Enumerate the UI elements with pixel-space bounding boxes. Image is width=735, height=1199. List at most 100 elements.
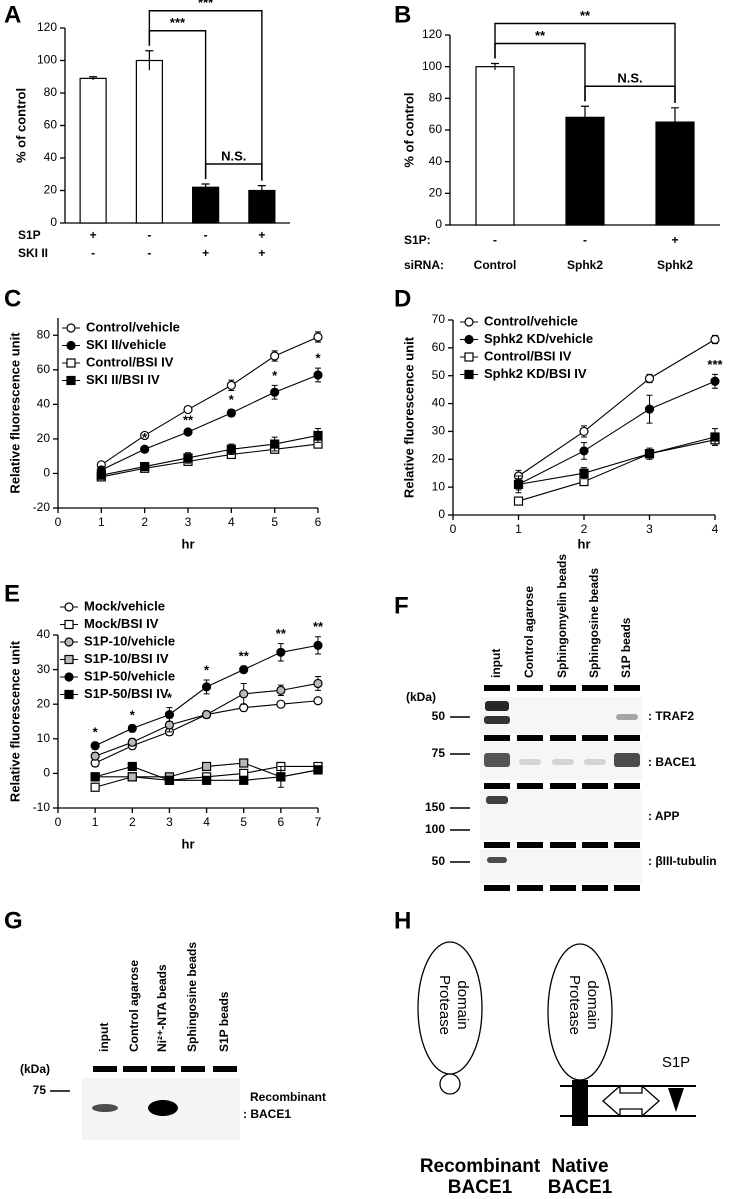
y-tick-label: 20	[37, 696, 51, 710]
data-point	[183, 427, 193, 437]
unit-label: (kDa)	[406, 690, 436, 704]
protein-name: BACE1	[548, 1177, 613, 1198]
x-tick-label: 0	[55, 815, 62, 829]
lane-divider	[517, 783, 543, 789]
data-point	[239, 758, 249, 768]
data-point	[276, 699, 286, 709]
panel-label: F	[394, 592, 409, 619]
lane-label: input	[489, 649, 503, 678]
y-axis-label: Relative fluorescence unit	[401, 336, 416, 498]
data-point	[201, 709, 212, 720]
y-tick-label: 100	[37, 53, 57, 67]
data-point	[127, 761, 137, 772]
lane-divider	[213, 1066, 237, 1072]
x-tick-label: 4	[228, 515, 235, 529]
condition-value: +	[90, 228, 97, 242]
transmembrane-domain	[572, 1080, 588, 1126]
blot-band	[584, 759, 606, 765]
data-point	[239, 703, 249, 713]
legend-label: Control/vehicle	[86, 319, 180, 334]
row-label: Recombinant	[250, 1090, 326, 1104]
data-point	[140, 461, 150, 472]
lane-divider	[550, 885, 576, 891]
error-bar	[581, 105, 589, 129]
condition-value: +	[671, 233, 678, 247]
blot-area	[480, 849, 642, 883]
condition-label: siRNA:	[404, 258, 444, 272]
unit-label: (kDa)	[20, 1062, 50, 1076]
series-line	[518, 339, 716, 477]
y-tick-label: -10	[33, 800, 51, 814]
x-axis-label: hr	[182, 536, 195, 551]
y-tick-label: 40	[44, 150, 58, 164]
lane-divider	[550, 783, 576, 789]
data-point	[164, 709, 175, 720]
y-tick-label: 60	[37, 362, 51, 376]
legend-label: Control/BSI IV	[86, 354, 174, 369]
lane-label: Sphingomyelin beads	[555, 554, 569, 678]
data-point	[90, 741, 100, 751]
lane-divider	[614, 842, 640, 848]
lane-divider	[517, 685, 543, 691]
significance-label: *	[130, 707, 136, 722]
x-tick-label: 6	[315, 515, 322, 529]
condition-label: SKI II	[18, 246, 48, 260]
domain-label: domain	[454, 980, 471, 1029]
x-tick-label: 1	[98, 515, 105, 529]
x-tick-label: 4	[712, 522, 719, 536]
x-tick-label: 1	[515, 522, 522, 536]
data-point	[313, 765, 323, 775]
lane-divider	[181, 1066, 205, 1072]
y-tick-label: 30	[37, 662, 51, 676]
data-point	[276, 772, 286, 782]
legend-label: S1P-50/vehicle	[84, 668, 175, 683]
lane-divider	[484, 735, 510, 741]
condition-value: +	[202, 246, 209, 260]
size-marker-label: 100	[425, 822, 445, 836]
x-tick-label: 0	[450, 522, 457, 536]
x-tick-label: 3	[646, 522, 653, 536]
row-label: : BACE1	[648, 755, 696, 769]
significance-label: **	[239, 649, 250, 664]
legend-label: SKI II/vehicle	[86, 337, 166, 352]
lane-divider	[550, 735, 576, 741]
legend-label: S1P-10/BSI IV	[84, 651, 169, 666]
y-tick-label: 20	[429, 186, 443, 200]
data-point	[127, 737, 137, 747]
legend-marker	[64, 619, 74, 630]
lane-label: Sphingosine beads	[587, 568, 601, 678]
data-point	[226, 408, 236, 418]
lane-divider	[123, 1066, 147, 1072]
data-point	[201, 761, 212, 772]
significance-bracket	[584, 85, 676, 103]
size-marker-label: 150	[425, 800, 445, 814]
data-point	[226, 380, 236, 390]
legend-marker	[464, 317, 474, 327]
y-axis-label: % of control	[401, 92, 416, 167]
size-marker-label: 75	[33, 1083, 47, 1097]
y-axis-label: Relative fluorescence unit	[7, 332, 22, 494]
data-point	[276, 685, 286, 695]
y-tick-label: 80	[429, 91, 443, 105]
y-tick-label: 120	[422, 27, 442, 41]
data-point	[579, 468, 589, 478]
y-tick-label: 60	[432, 340, 446, 354]
legend-label: Sphk2 KD/vehicle	[484, 331, 593, 346]
x-tick-label: 5	[271, 515, 278, 529]
condition-value: Control	[474, 258, 517, 272]
lane-divider	[550, 842, 576, 848]
x-tick-label: 1	[92, 815, 99, 829]
row-label: : TRAF2	[648, 709, 694, 723]
condition-value: -	[583, 233, 587, 247]
y-tick-label: 80	[37, 327, 51, 341]
y-tick-label: 60	[44, 118, 58, 132]
data-point	[127, 723, 137, 734]
blot-band	[487, 857, 507, 863]
x-tick-label: 5	[240, 815, 247, 829]
significance-label: **	[580, 8, 591, 23]
transmembrane-stub	[439, 1073, 461, 1095]
data-point	[313, 678, 323, 689]
significance-label: *	[315, 351, 321, 366]
data-point	[710, 432, 720, 442]
condition-label: S1P:	[404, 233, 431, 247]
